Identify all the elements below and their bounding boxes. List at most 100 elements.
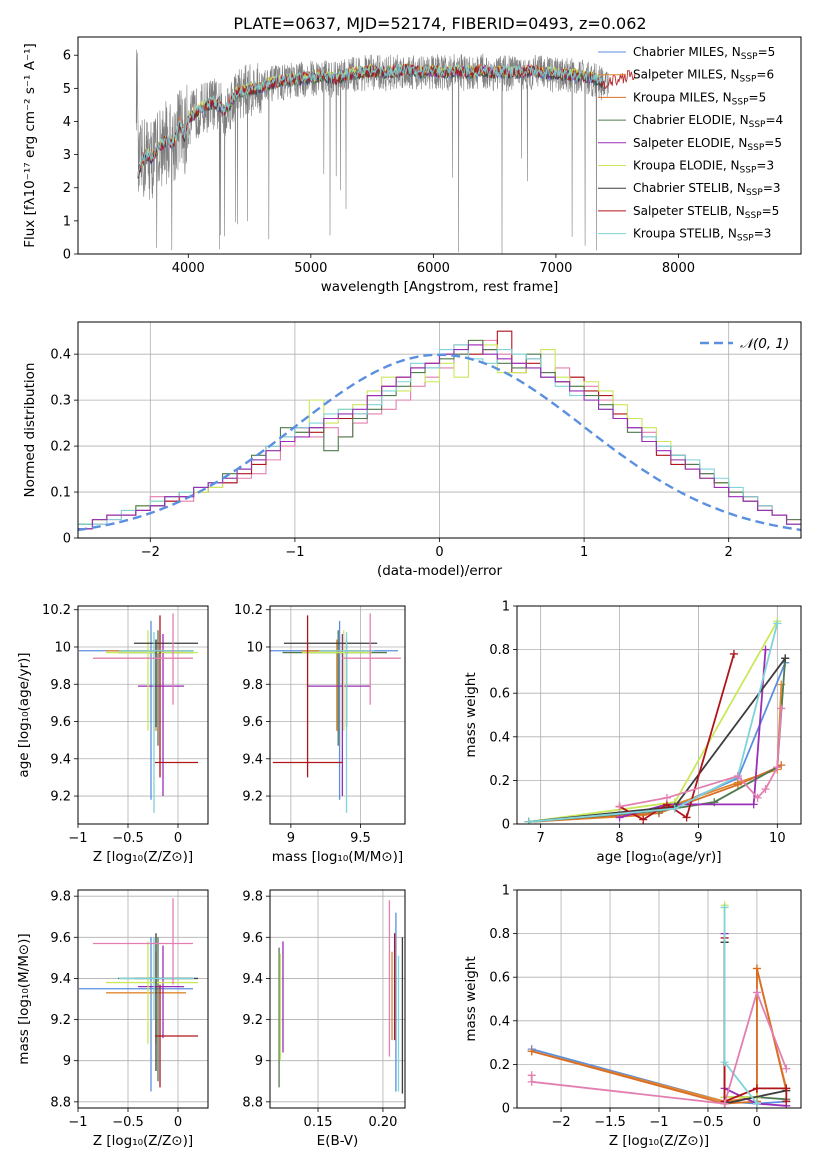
axes-frame (77, 889, 209, 1109)
x-tick-label: −0.5 (692, 1115, 724, 1130)
plot-area (270, 606, 405, 824)
marker (733, 780, 742, 789)
marker (782, 1064, 791, 1073)
y-tick-label: 9.6 (50, 715, 71, 730)
y-tick-label: 9.8 (50, 678, 71, 693)
legend-label-3: Chabrier ELODIE, NSSP=4 (633, 113, 783, 130)
panel-massweight_vs_age: 7 8 9 10 0 0.2 0.4 0.6 0.8 1 age [log₁₀(age/yr)] ma… (463, 600, 802, 865)
axes-frame (77, 36, 802, 255)
axes-frame (269, 889, 406, 1109)
y-tick-label: 9.6 (242, 931, 263, 946)
y-tick-label: 9.2 (50, 790, 71, 805)
legend-label-5: Kroupa ELODIE, NSSP=3 (633, 159, 774, 176)
y-tick-label: 9.2 (242, 790, 263, 805)
marker (753, 793, 762, 802)
y-tick-label: 10.2 (234, 603, 263, 618)
marker (729, 649, 738, 658)
x-tick-label: 7 (537, 831, 545, 846)
y-tick-label: 0 (63, 532, 71, 547)
y-tick-label: 9.8 (50, 890, 71, 905)
panel-massweight_vs_Z: −2 −1.5 −1 −0.5 0 0 0.2 0.4 0.6 0.8 1 Z [log₁₀(Z/Z⊙… (463, 884, 802, 1149)
panel-age_vs_mass: 9 9.5 9.2 9.4 9.6 9.8 10 10.2 mass [log₁₀(M/M⊙)] (234, 603, 406, 865)
axes-frame (516, 889, 802, 1109)
x-tick-label: 9 (694, 831, 702, 846)
x-tick-label: −2 (141, 545, 160, 560)
x-tick-label: 8000 (662, 261, 695, 276)
panel-residual_histogram: −2 −1 0 1 2 0 0.1 0.2 0.3 0.4 (data-model)/error No… (22, 321, 802, 579)
y-tick-label: 10 (246, 640, 263, 655)
x-tick-label: 0.15 (304, 1115, 333, 1130)
marker (527, 1077, 536, 1086)
plot-area (78, 606, 208, 824)
panel-mass_vs_EBV: 0.15 0.20 8.8 9 9.2 9.4 9.6 9.8 E(B-V) (242, 889, 406, 1149)
x-tick-label: 0 (753, 1115, 761, 1130)
legend-label-1: Salpeter MILES, NSSP=6 (633, 68, 774, 85)
y-axis-label: Normed distribution (22, 363, 38, 498)
x-tick-label: −1 (649, 1115, 668, 1130)
y-tick-label: 1 (63, 214, 71, 229)
x-tick-label: 4000 (172, 261, 205, 276)
x-axis-label: E(B-V) (317, 1133, 359, 1149)
y-tick-label: 4 (63, 115, 71, 130)
panel-age_vs_Z: −1 −0.5 0 9.2 9.4 9.6 9.8 10 10.2 Z [log₁₀(Z/Z⊙)]… (16, 603, 209, 865)
x-tick-label: 0 (174, 831, 182, 846)
y-tick-label: 0.2 (50, 440, 71, 455)
x-axis-label: (data-model)/error (377, 563, 503, 579)
x-tick-label: 0 (174, 1115, 182, 1130)
y-tick-label: 1 (502, 600, 510, 615)
y-tick-label: 9 (255, 1054, 263, 1069)
x-tick-label: 0 (435, 545, 443, 560)
marker (615, 802, 624, 811)
legend-label-7: Salpeter STELIB, NSSP=5 (633, 204, 779, 221)
y-tick-label: 0.4 (489, 730, 510, 745)
marker (615, 813, 624, 822)
y-tick-label: 9 (63, 1054, 71, 1069)
marker (761, 645, 770, 654)
y-axis-label: mass weight (463, 956, 479, 1041)
y-tick-label: 9.4 (242, 752, 263, 767)
y-tick-label: 2 (63, 181, 71, 196)
y-tick-label: 0.8 (489, 927, 510, 942)
marker (662, 793, 671, 802)
x-axis-label: Z [log₁₀(Z/Z⊙)] (93, 1133, 193, 1149)
histogram-series-5 (78, 344, 801, 530)
model-spectrum-8 (137, 63, 603, 177)
x-tick-label: 1 (580, 545, 588, 560)
marker (670, 804, 679, 813)
y-tick-label: 0.1 (50, 486, 71, 501)
marker (752, 1084, 761, 1093)
y-axis-label: Flux [fλ10⁻¹⁷ erg cm⁻² s⁻¹ A⁻¹] (22, 43, 38, 248)
y-axis-label: mass weight (463, 672, 479, 757)
legend-label: 𝒩(0, 1) (740, 336, 789, 352)
mass-weight-series-8 (528, 623, 779, 823)
axes-frame (77, 321, 802, 539)
y-tick-label: 9.2 (242, 1013, 263, 1028)
y-tick-label: 0 (502, 1102, 510, 1117)
y-tick-label: 8.8 (50, 1095, 71, 1110)
x-axis-label: Z [log₁₀(Z/Z⊙)] (93, 849, 193, 865)
marker (720, 1058, 729, 1067)
y-tick-label: 0.6 (489, 687, 510, 702)
x-tick-label: 9 (287, 831, 295, 846)
y-tick-label: 8.8 (242, 1095, 263, 1110)
y-tick-label: 6 (63, 49, 71, 64)
x-axis-label: wavelength [Angstrom, rest frame] (321, 279, 559, 295)
plot-area (78, 322, 801, 538)
legend-label-0: Chabrier MILES, NSSP=5 (633, 45, 775, 62)
x-tick-label: −1 (285, 545, 304, 560)
legend-label-2: Kroupa MILES, NSSP=5 (633, 90, 766, 107)
x-tick-label: −1 (68, 1115, 87, 1130)
marker (733, 772, 742, 781)
x-tick-label: −2 (551, 1115, 570, 1130)
y-tick-label: 9.6 (242, 715, 263, 730)
y-tick-label: 9.6 (50, 931, 71, 946)
x-tick-label: −1.5 (594, 1115, 626, 1130)
marker (782, 1084, 791, 1093)
plot-area (135, 49, 636, 254)
y-tick-label: 9.4 (50, 972, 71, 987)
y-tick-label: 0 (63, 248, 71, 263)
panel-mass_vs_Z: −1 −0.5 0 8.8 9 9.2 9.4 9.6 9.8 Z [log₁₀(Z/Z⊙)] ma… (16, 889, 209, 1149)
plot-area (270, 890, 405, 1108)
axes-frame (516, 605, 802, 825)
y-tick-label: 0.6 (489, 971, 510, 986)
